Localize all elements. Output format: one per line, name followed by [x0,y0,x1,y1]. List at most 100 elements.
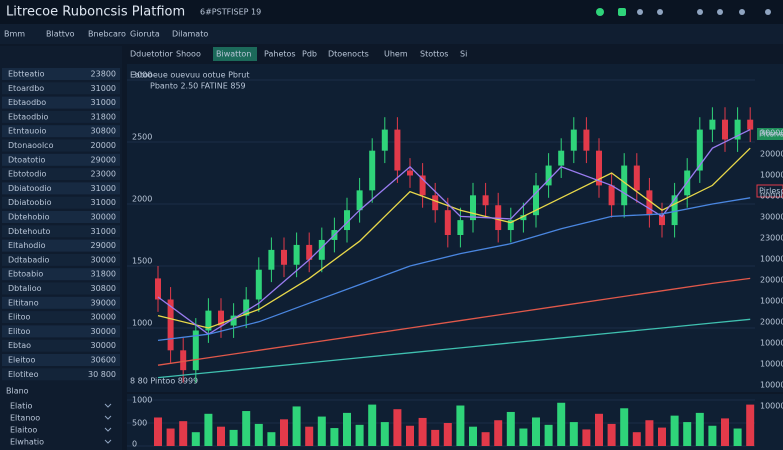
ticker: 6#PSTFISEP 19 [200,8,261,17]
sidebar-row[interactable] [2,125,120,138]
chart-tab[interactable]: Si [460,50,467,59]
chevron [104,427,112,432]
chart-tab[interactable]: Pdb [302,50,317,59]
sidebar-row[interactable] [2,325,120,338]
sidebar-row[interactable] [2,253,120,266]
row-name: Ebtteatio [8,70,45,79]
row-name: Ebtotodio [8,170,46,179]
chevron [104,439,112,444]
volume-bar [305,426,314,446]
volume-bar [733,428,742,446]
row-value: 29000 [91,241,116,250]
row-name: Eleitoo [8,356,35,365]
volume-bar [632,432,641,446]
section-row[interactable]: Elatio [10,402,33,411]
row-name: Dbtalioo [8,284,42,293]
row-name: Dbtehobio [8,213,50,222]
sidebar-row[interactable] [2,168,120,181]
overlay-line [157,277,751,366]
sidebar-row[interactable] [2,225,120,238]
sidebar-row[interactable] [2,296,120,309]
sidebar-row[interactable] [2,311,120,324]
section-row[interactable]: Eltanoo [10,414,40,423]
volume-bar [254,423,263,446]
chart-tab[interactable]: Pahetos [264,50,296,59]
sidebar-row[interactable] [2,211,120,223]
row-value: 30000 [91,213,116,222]
volume-bar [431,429,440,446]
candle-body [192,330,199,371]
volume-bar [746,404,755,446]
sidebar-row[interactable] [2,339,120,352]
row-value: 20000 [91,141,116,150]
nav-tab[interactable]: Gioruta [130,30,160,39]
candle-body [722,119,728,140]
section-row[interactable]: Elaitoo [10,426,37,435]
volume-bar [519,428,528,446]
candle-body [470,195,476,221]
sidebar-row[interactable] [2,282,120,295]
volume-bar [179,421,188,446]
row-value: 31000 [91,84,116,93]
sidebar-row[interactable] [2,96,120,109]
volume-bar [620,408,629,446]
sidebar-row[interactable] [2,354,120,366]
chart-tab[interactable]: Uhem [384,50,408,59]
sidebar-row[interactable] [2,139,120,152]
price-tag [757,128,783,140]
sidebar-row[interactable] [2,239,120,252]
volume-bar [406,425,414,446]
legend-line: Eatooeue ouevuu ootue Pbrut [130,71,250,80]
row-name: Ebtaodbo [8,98,46,107]
nav-tab[interactable]: Bmm [4,30,25,39]
chart-panel [127,64,783,392]
sidebar-row[interactable] [2,196,120,209]
nav-tab[interactable]: Bnebcaro [88,30,126,39]
candle-body [482,195,489,206]
volume-bar [330,428,339,446]
volume-bar [607,423,616,446]
candle-body [155,278,161,300]
top-icons [596,8,771,16]
chart-tab[interactable]: Shooo [176,50,201,59]
sidebar-row[interactable] [2,182,120,195]
candle-body [419,175,426,196]
sidebar-row[interactable] [2,153,120,166]
candle-body [293,244,300,265]
right-axis-label: 20000 [760,276,783,285]
sidebar-row[interactable] [2,68,120,80]
volume-bar [191,432,200,446]
right-axis-label: 30000 [760,213,783,222]
nav-tab[interactable]: Blattvo [46,30,75,39]
chart-tab[interactable]: Dtoenocts [328,50,369,59]
chart-tab[interactable]: Stottos [420,50,448,59]
app-title: Litrecoe Ruboncsis Platfiom [6,5,185,20]
right-axis-label: 10000 [760,255,783,264]
candle-body [180,350,187,371]
sidebar-row[interactable] [2,82,120,95]
nav-tab[interactable]: Dilamato [172,30,208,39]
candle-body [268,249,275,270]
volume-bar [721,418,729,446]
right-axis-label: 10000 [760,402,783,411]
row-value: 30000 [91,341,116,350]
chevron [104,403,112,408]
volume-bar [645,420,654,446]
chart-tab[interactable]: Biwatton [216,50,251,59]
overlay-line [157,129,751,335]
chart-tab[interactable]: Dduetotior [130,50,174,59]
volume-bar [280,419,288,446]
volume-bar [582,429,591,446]
candle-body [218,310,224,326]
volume-bar [695,412,704,446]
volume-bar [658,427,666,446]
sidebar-row[interactable] [2,268,120,281]
sidebar-row[interactable] [2,368,120,381]
section-row[interactable]: Elwhatio [10,438,44,447]
candle-body [545,165,552,186]
row-value: 30 800 [88,370,116,379]
candle-body [318,239,325,260]
chart-tab-active [213,47,257,61]
sidebar-row[interactable] [2,110,120,123]
